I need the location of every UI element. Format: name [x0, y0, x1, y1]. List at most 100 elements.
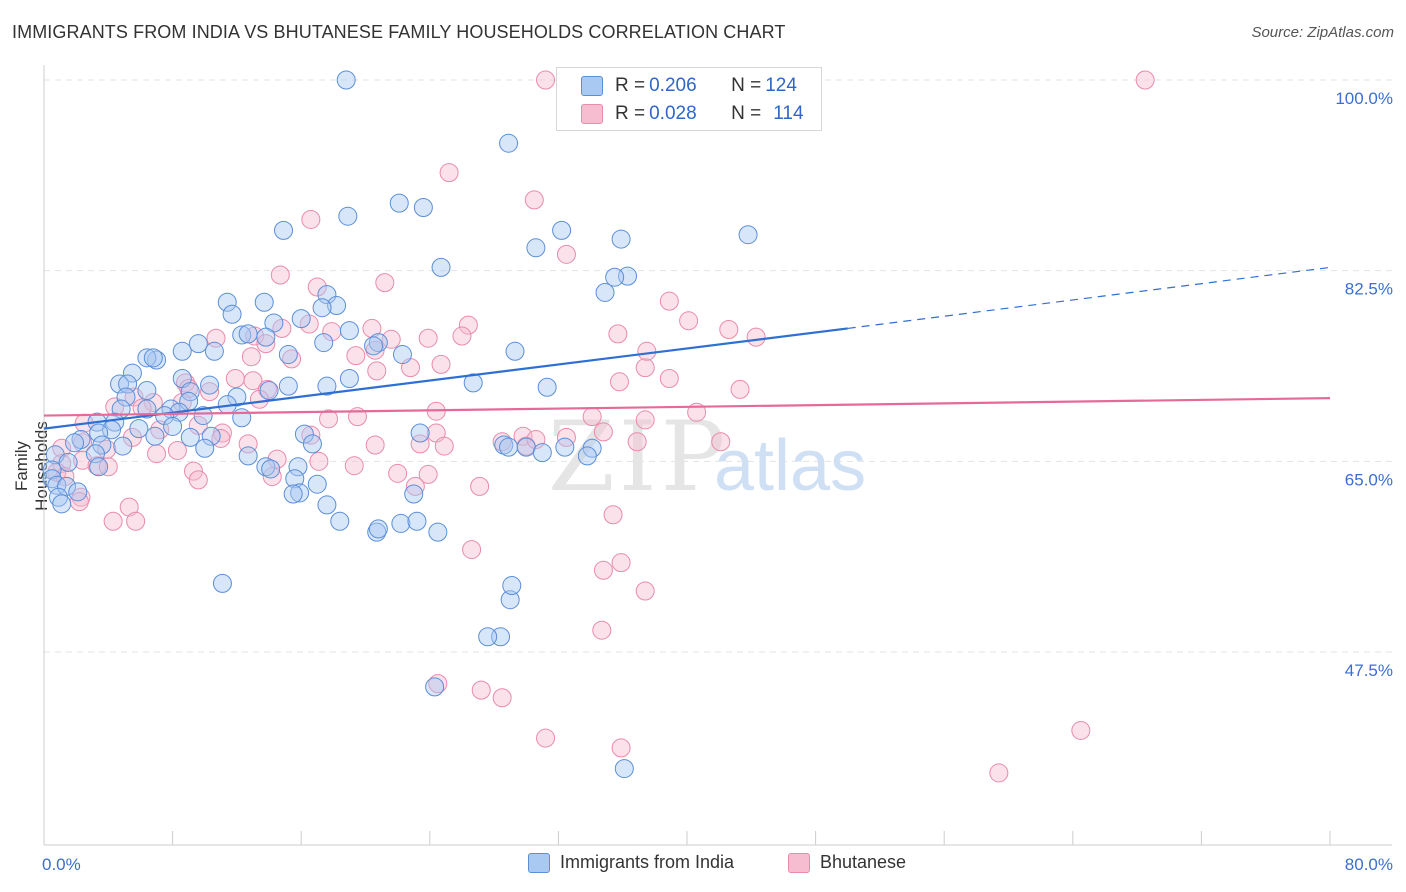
india-point [291, 309, 311, 329]
india-point [428, 522, 448, 542]
india-point [256, 327, 276, 347]
legend-item-bhutanese[interactable]: Bhutanese [788, 852, 906, 873]
bhutanese-point [556, 244, 576, 264]
india-point [188, 334, 208, 354]
axes [43, 65, 1392, 846]
bhutanese-point [257, 379, 277, 399]
india-point [339, 321, 359, 341]
bhutanese-point [1071, 720, 1091, 740]
n-value: 114 [773, 103, 804, 124]
bhutanese-point [582, 407, 602, 427]
x-tick-label: 0.0% [42, 855, 81, 874]
india-point [47, 475, 67, 495]
india-point [327, 296, 347, 316]
bhutanese-point [388, 463, 408, 483]
india-point [180, 382, 200, 402]
india-point [330, 511, 350, 531]
india-point [163, 416, 183, 436]
bhutanese-point [200, 382, 220, 402]
india-point [195, 438, 215, 458]
india-point [180, 427, 200, 447]
bhutanese-point [719, 320, 739, 340]
bhutanese-point [428, 674, 448, 694]
india-point [314, 333, 334, 353]
x-tick-label: 80.0% [1345, 855, 1393, 874]
india-point [294, 424, 314, 444]
bhutanese-swatch [788, 852, 810, 873]
india-point [505, 341, 525, 361]
bhutanese-point [536, 728, 556, 748]
legend-item-india[interactable]: Immigrants from India [528, 852, 734, 873]
bhutanese-point [418, 328, 438, 348]
india-point [364, 336, 384, 356]
india-point [339, 369, 359, 389]
bhutanese-point [659, 291, 679, 311]
india-point [274, 220, 294, 240]
india-point [204, 341, 224, 361]
bhutanese-point [126, 511, 146, 531]
india-series [42, 70, 758, 779]
bhutanese-swatch [581, 104, 603, 124]
india-point [232, 325, 252, 345]
legend-label-bhutanese: Bhutanese [820, 852, 907, 872]
bhutanese-point [492, 688, 512, 708]
india-point [307, 474, 327, 494]
india-point [52, 494, 72, 514]
india-point [614, 759, 634, 779]
india-point [595, 282, 615, 302]
india-point [89, 423, 109, 443]
bhutanese-point [381, 329, 401, 349]
n-label: N = [731, 75, 762, 96]
india-point [391, 513, 411, 533]
india-point [288, 457, 308, 477]
bhutanese-point [635, 358, 655, 378]
india-point [227, 387, 247, 407]
india-point [500, 590, 520, 610]
bhutanese-point [270, 265, 290, 285]
india-point [254, 292, 274, 312]
india-point [404, 484, 424, 504]
bhutanese-point [524, 190, 544, 210]
india-point [336, 70, 356, 90]
india-point [413, 197, 433, 217]
n-label: N = [731, 103, 762, 124]
india-point [172, 341, 192, 361]
bhutanese-series [47, 70, 1155, 783]
bhutanese-point [637, 341, 657, 361]
india-swatch [528, 852, 550, 873]
bhutanese-point [439, 163, 459, 183]
bhutanese-point [344, 456, 364, 476]
india-point [212, 573, 232, 593]
india-point [392, 345, 412, 365]
stats-row-bhutanese: R = 0.028 N = 114 [581, 102, 804, 126]
bhutanese-point [593, 560, 613, 580]
india-point [499, 133, 519, 153]
bhutanese-point [346, 346, 366, 366]
india-point [312, 298, 332, 318]
bhutanese-point [627, 432, 647, 452]
india-point [89, 457, 109, 477]
india-point [105, 412, 125, 432]
bhutanese-point [711, 432, 731, 452]
india-point [113, 436, 133, 456]
india-point [116, 387, 136, 407]
bhutanese-point [536, 70, 556, 90]
india-point [238, 324, 258, 344]
bhutanese-point [608, 324, 628, 344]
bhutanese-point [418, 464, 438, 484]
india-point [256, 457, 276, 477]
india-point [367, 522, 387, 542]
bhutanese-point [635, 410, 655, 430]
india-point [278, 376, 298, 396]
y-tick-label: 65.0% [1345, 470, 1393, 489]
india-point [137, 348, 157, 368]
bhutanese-point [611, 738, 631, 758]
india-point [577, 446, 597, 466]
india-point [431, 257, 451, 277]
bhutanese-point [73, 433, 93, 453]
india-point [238, 446, 258, 466]
bhutanese-point [267, 449, 287, 469]
bhutanese-point [1135, 70, 1155, 90]
india-point [193, 406, 213, 426]
